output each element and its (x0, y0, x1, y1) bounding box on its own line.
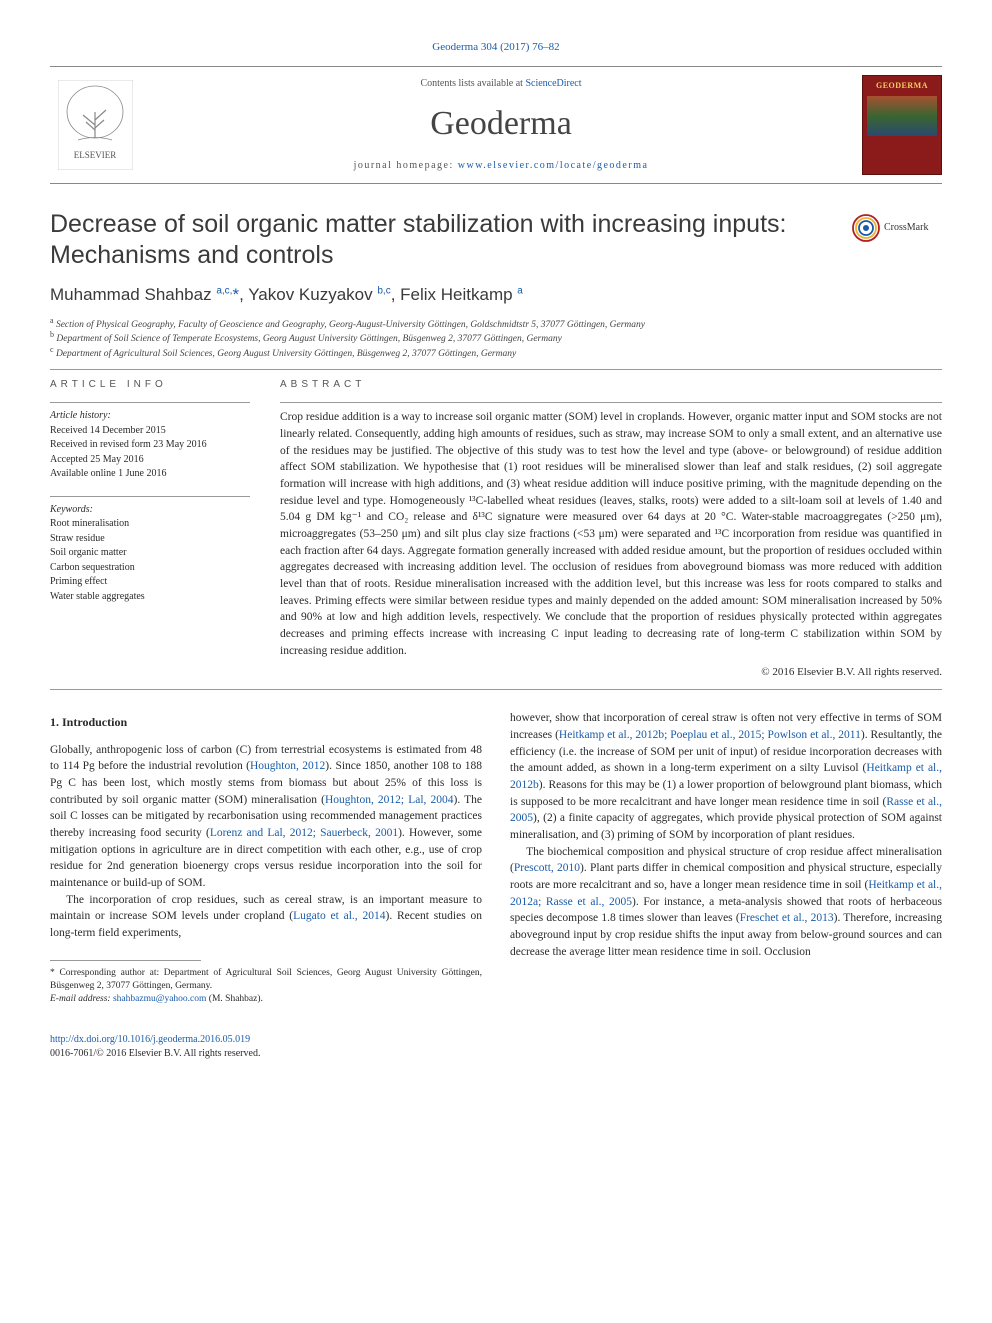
abstract: ABSTRACT Crop residue addition is a way … (280, 378, 942, 682)
abstract-text: Crop residue addition is a way to increa… (280, 409, 942, 659)
homepage-prefix: journal homepage: (354, 160, 458, 171)
article-title: Decrease of soil organic matter stabiliz… (50, 209, 832, 272)
cover-image (867, 96, 937, 136)
crossmark-icon (852, 214, 880, 242)
keyword: Carbon sequestration (50, 561, 250, 576)
affiliation-a: a Section of Physical Geography, Faculty… (50, 318, 942, 332)
right-column: however, show that incorporation of cere… (510, 710, 942, 1006)
rule (50, 402, 250, 403)
crossmark-badge[interactable]: CrossMark (852, 214, 942, 242)
footnotes: * Corresponding author at: Department of… (50, 967, 482, 1007)
citation-link[interactable]: Geoderma 304 (2017) 76–82 (432, 41, 559, 53)
article-info: ARTICLE INFO Article history: Received 1… (50, 378, 250, 682)
affiliations: a Section of Physical Geography, Faculty… (50, 318, 942, 361)
tree-icon: ELSEVIER (58, 80, 133, 170)
sciencedirect-link[interactable]: ScienceDirect (525, 78, 581, 89)
body-para: Globally, anthropogenic loss of carbon (… (50, 742, 482, 892)
footnote-rule (50, 960, 201, 961)
abstract-copyright: © 2016 Elsevier B.V. All rights reserved… (280, 665, 942, 681)
keywords: Keywords: Root mineralisation Straw resi… (50, 503, 250, 605)
corresponding-author: * Corresponding author at: Department of… (50, 967, 482, 994)
cover-title: GEODERMA (876, 80, 928, 92)
left-column: 1. Introduction Globally, anthropogenic … (50, 710, 482, 1006)
rule (50, 369, 942, 370)
sciencedirect-line: Contents lists available at ScienceDirec… (150, 77, 852, 92)
email-label: E-mail address: (50, 994, 113, 1004)
homepage-link[interactable]: www.elsevier.com/locate/geoderma (458, 160, 649, 171)
abstract-head: ABSTRACT (280, 378, 942, 393)
email-link[interactable]: shahbazmu@yahoo.com (113, 994, 206, 1004)
rule (50, 689, 942, 690)
keyword: Priming effect (50, 575, 250, 590)
history-item: Received in revised form 23 May 2016 (50, 438, 250, 453)
masthead-center: Contents lists available at ScienceDirec… (140, 77, 862, 173)
citation-line: Geoderma 304 (2017) 76–82 (50, 40, 942, 56)
crossmark-label: CrossMark (884, 221, 928, 236)
info-head: ARTICLE INFO (50, 378, 250, 393)
keyword: Water stable aggregates (50, 590, 250, 605)
masthead: ELSEVIER Contents lists available at Sci… (50, 66, 942, 184)
journal-cover: GEODERMA (862, 75, 942, 175)
history-item: Available online 1 June 2016 (50, 467, 250, 482)
rule (280, 402, 942, 403)
authors: Muhammad Shahbaz a,c,*, Yakov Kuzyakov b… (50, 283, 942, 308)
article-history: Article history: Received 14 December 20… (50, 409, 250, 482)
title-row: Decrease of soil organic matter stabiliz… (50, 209, 942, 272)
keyword: Root mineralisation (50, 517, 250, 532)
body-para: The incorporation of crop residues, such… (50, 892, 482, 942)
issn-line: 0016-7061/© 2016 Elsevier B.V. All right… (50, 1047, 942, 1062)
history-item: Received 14 December 2015 (50, 424, 250, 439)
history-label: Article history: (50, 409, 250, 424)
email-suffix: (M. Shahbaz). (206, 994, 262, 1004)
body-para: The biochemical composition and physical… (510, 844, 942, 961)
footer: http://dx.doi.org/10.1016/j.geoderma.201… (50, 1033, 942, 1062)
homepage-line: journal homepage: www.elsevier.com/locat… (150, 159, 852, 174)
keywords-label: Keywords: (50, 503, 250, 518)
history-item: Accepted 25 May 2016 (50, 453, 250, 468)
body-columns: 1. Introduction Globally, anthropogenic … (50, 710, 942, 1006)
keyword: Soil organic matter (50, 546, 250, 561)
affiliation-c: c Department of Agricultural Soil Scienc… (50, 347, 942, 361)
body-para: however, show that incorporation of cere… (510, 710, 942, 843)
rule (50, 496, 250, 497)
svg-text:ELSEVIER: ELSEVIER (73, 150, 116, 160)
sd-prefix: Contents lists available at (420, 78, 525, 89)
affiliation-b: b Department of Soil Science of Temperat… (50, 332, 942, 346)
elsevier-logo: ELSEVIER (50, 75, 140, 175)
email-line: E-mail address: shahbazmu@yahoo.com (M. … (50, 993, 482, 1006)
journal-name: Geoderma (150, 99, 852, 148)
doi-link[interactable]: http://dx.doi.org/10.1016/j.geoderma.201… (50, 1034, 250, 1045)
info-abstract-row: ARTICLE INFO Article history: Received 1… (50, 378, 942, 682)
keyword: Straw residue (50, 532, 250, 547)
intro-heading: 1. Introduction (50, 714, 482, 731)
